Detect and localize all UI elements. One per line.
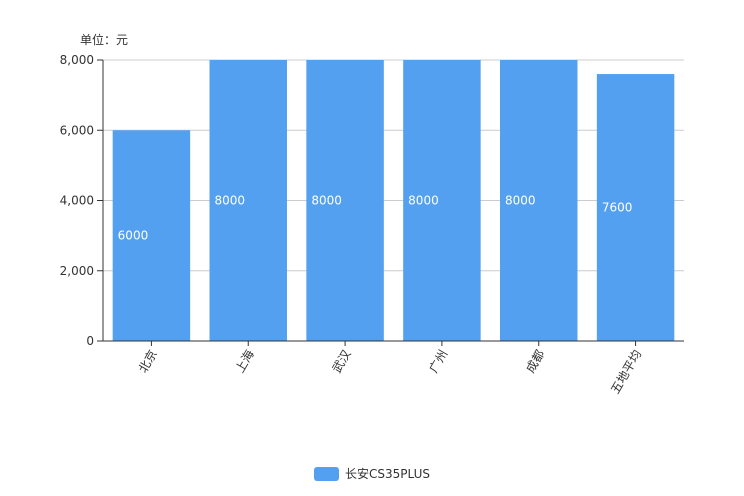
legend-label: 长安CS35PLUS <box>345 467 430 481</box>
unit-label: 单位：元 <box>80 33 129 47</box>
x-axis-ticks: 北京 上海 武汉 广州 成都 五地平均 <box>136 341 644 396</box>
bar <box>112 130 191 341</box>
data-label: 7600 <box>602 201 633 215</box>
legend: 长安CS35PLUS <box>0 465 744 482</box>
y-axis-ticks: 0 2,000 4,000 6,000 8,000 <box>60 53 103 348</box>
y-tick-label: 4,000 <box>60 194 94 208</box>
bar <box>596 74 675 342</box>
y-tick-label: 6,000 <box>60 123 94 137</box>
data-label: 6000 <box>118 229 149 243</box>
y-tick-label: 8,000 <box>60 53 94 67</box>
data-label: 8000 <box>311 194 342 208</box>
x-tick-label: 北京 <box>136 348 160 376</box>
legend-swatch <box>314 466 339 481</box>
x-tick-label: 上海 <box>232 347 257 375</box>
y-tick-label: 0 <box>86 334 94 348</box>
x-tick-label: 成都 <box>523 348 547 376</box>
bars <box>112 60 675 342</box>
bar <box>403 60 481 341</box>
x-tick-label: 广州 <box>426 348 450 376</box>
bar <box>209 60 287 341</box>
bar-chart: 0 2,000 4,000 6,000 8,000 6000 8000 8000 8000 80… <box>60 53 684 396</box>
bar <box>306 60 384 341</box>
gridlines <box>103 59 684 272</box>
data-label: 8000 <box>215 194 246 208</box>
x-tick-label: 武汉 <box>330 348 354 376</box>
y-tick-label: 2,000 <box>60 264 94 278</box>
data-label: 8000 <box>505 194 536 208</box>
bar <box>500 60 578 341</box>
data-labels: 6000 8000 8000 8000 8000 7600 <box>118 194 633 243</box>
x-tick-label: 五地平均 <box>608 348 644 397</box>
data-label: 8000 <box>408 194 439 208</box>
